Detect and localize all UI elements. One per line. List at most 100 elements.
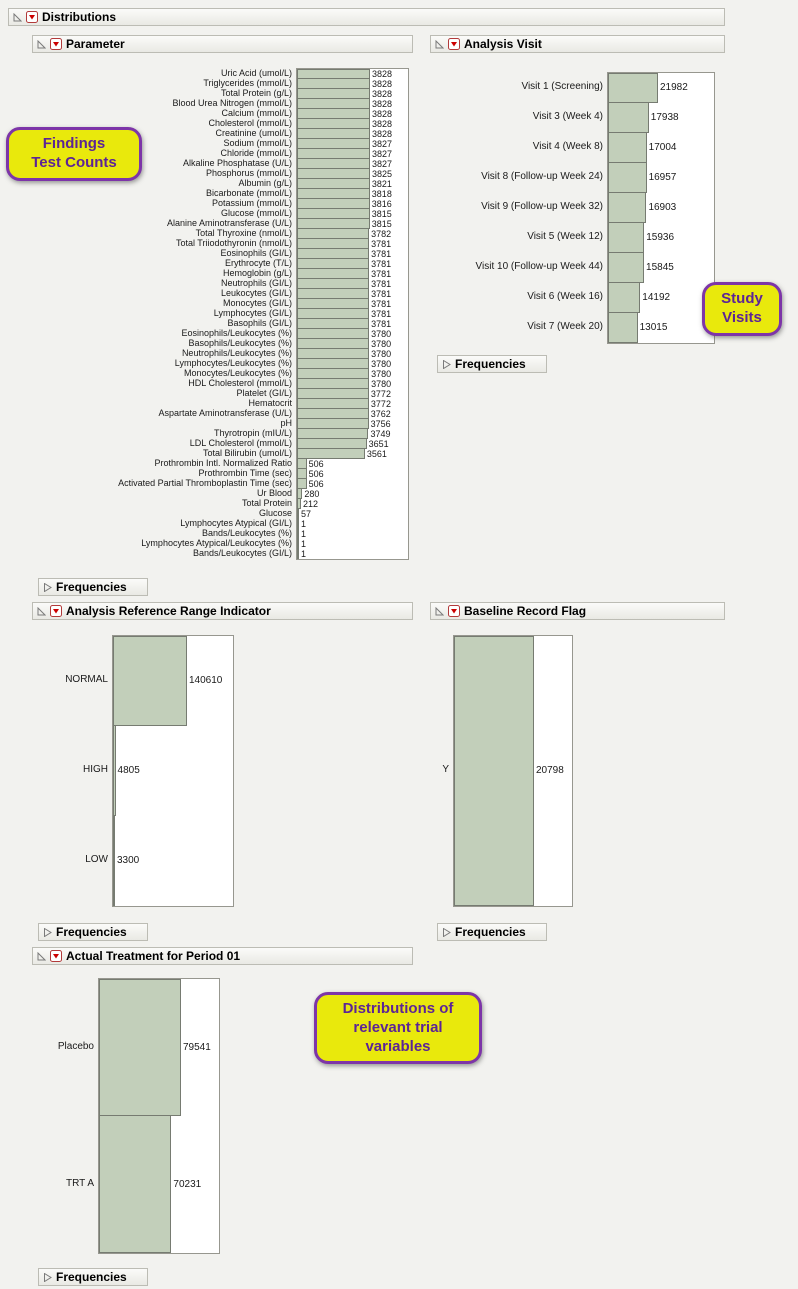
histogram-bar[interactable]	[608, 253, 645, 283]
histogram-bar[interactable]	[297, 299, 370, 309]
red-menu-button-icon[interactable]	[448, 605, 460, 617]
histogram-bar[interactable]	[608, 223, 645, 253]
histogram-bar[interactable]	[608, 193, 647, 223]
frequencies-header-anrind[interactable]: Frequencies	[38, 923, 148, 941]
histogram-bar[interactable]	[297, 109, 370, 119]
expand-triangle-icon[interactable]	[442, 927, 451, 937]
expand-triangle-icon[interactable]	[43, 927, 52, 937]
expand-triangle-icon[interactable]	[442, 359, 451, 369]
histogram-bar[interactable]	[297, 469, 307, 479]
histogram-bar[interactable]	[99, 1116, 172, 1253]
bar-count-label: 15936	[646, 232, 675, 243]
histogram-bar[interactable]	[297, 159, 370, 169]
histogram-bar[interactable]	[608, 103, 649, 133]
histogram-bar[interactable]	[297, 149, 370, 159]
histogram-bar[interactable]	[297, 69, 370, 79]
expand-triangle-icon[interactable]	[43, 582, 52, 592]
red-menu-button-icon[interactable]	[50, 38, 62, 50]
histogram-bar[interactable]	[297, 199, 370, 209]
histogram-bar[interactable]	[297, 319, 370, 329]
histogram-bar[interactable]	[297, 179, 370, 189]
histogram-bar[interactable]	[297, 219, 370, 229]
histogram-bar[interactable]	[297, 389, 369, 399]
histogram-bar[interactable]	[297, 309, 370, 319]
histogram-bar[interactable]	[297, 349, 370, 359]
frequencies-header-baseline[interactable]: Frequencies	[437, 923, 547, 941]
bar-count-label: 3815	[371, 208, 392, 219]
histogram-bar[interactable]	[297, 279, 370, 289]
histogram-bar[interactable]	[297, 239, 370, 249]
histogram-bar[interactable]	[297, 119, 370, 129]
bar-count-label: 17004	[648, 142, 677, 153]
collapse-triangle-icon[interactable]	[435, 606, 444, 616]
histogram-bar[interactable]	[297, 519, 299, 529]
frequencies-header-parameter[interactable]: Frequencies	[38, 578, 148, 596]
histogram-bar[interactable]	[297, 169, 370, 179]
histogram-bar[interactable]	[608, 163, 647, 193]
frequencies-header-analysis-visit[interactable]: Frequencies	[437, 355, 547, 373]
histogram-bar[interactable]	[297, 429, 369, 439]
histogram-bar[interactable]	[99, 979, 181, 1116]
bar-row: 3815	[297, 209, 408, 219]
histogram-bar[interactable]	[297, 259, 370, 269]
histogram-bar[interactable]	[608, 73, 658, 103]
histogram-bar[interactable]	[297, 339, 370, 349]
red-menu-button-icon[interactable]	[50, 605, 62, 617]
histogram-bar[interactable]	[608, 283, 641, 313]
histogram-bar[interactable]	[297, 459, 307, 469]
histogram-bar[interactable]	[297, 139, 370, 149]
histogram-bar[interactable]	[297, 229, 370, 239]
collapse-triangle-icon[interactable]	[37, 606, 46, 616]
expand-triangle-icon[interactable]	[43, 1272, 52, 1282]
histogram-bar[interactable]	[297, 489, 303, 499]
histogram-bar[interactable]	[297, 129, 370, 139]
histogram-bar[interactable]	[297, 329, 370, 339]
histogram-bar[interactable]	[297, 479, 307, 489]
category-label: Ur Blood	[256, 488, 292, 498]
category-label: Aspartate Aminotransferase (U/L)	[158, 408, 292, 418]
histogram-bar[interactable]	[608, 133, 647, 163]
chart-frame: 20798	[453, 635, 573, 907]
anrind-section-header[interactable]: Analysis Reference Range Indicator	[32, 602, 413, 620]
parameter-section-header[interactable]: Parameter	[32, 35, 413, 53]
baseline-section-header[interactable]: Baseline Record Flag	[430, 602, 725, 620]
histogram-bar[interactable]	[297, 269, 370, 279]
histogram-bar[interactable]	[297, 399, 369, 409]
histogram-bar[interactable]	[297, 529, 299, 539]
histogram-bar[interactable]	[297, 409, 369, 419]
histogram-bar[interactable]	[113, 816, 115, 906]
histogram-bar[interactable]	[297, 79, 370, 89]
histogram-bar[interactable]	[297, 289, 370, 299]
treatment-section-header[interactable]: Actual Treatment for Period 01	[32, 947, 413, 965]
histogram-bar[interactable]	[297, 509, 299, 519]
histogram-bar[interactable]	[608, 313, 638, 343]
frequencies-header-treatment[interactable]: Frequencies	[38, 1268, 148, 1286]
histogram-bar[interactable]	[297, 209, 370, 219]
histogram-bar[interactable]	[297, 449, 365, 459]
bar-count-label: 13015	[639, 322, 668, 333]
histogram-bar[interactable]	[297, 379, 370, 389]
collapse-triangle-icon[interactable]	[13, 12, 22, 22]
histogram-bar[interactable]	[297, 439, 367, 449]
histogram-bar[interactable]	[297, 499, 302, 509]
histogram-bar[interactable]	[297, 549, 299, 559]
collapse-triangle-icon[interactable]	[435, 39, 444, 49]
histogram-bar[interactable]	[454, 636, 534, 906]
red-menu-button-icon[interactable]	[26, 11, 38, 23]
histogram-bar[interactable]	[113, 726, 116, 816]
analysis-visit-section-header[interactable]: Analysis Visit	[430, 35, 725, 53]
histogram-bar[interactable]	[297, 369, 370, 379]
histogram-bar[interactable]	[297, 419, 369, 429]
histogram-bar[interactable]	[297, 89, 370, 99]
histogram-bar[interactable]	[297, 539, 299, 549]
histogram-bar[interactable]	[297, 359, 370, 369]
collapse-triangle-icon[interactable]	[37, 39, 46, 49]
histogram-bar[interactable]	[113, 636, 187, 726]
histogram-bar[interactable]	[297, 189, 370, 199]
histogram-bar[interactable]	[297, 249, 370, 259]
collapse-triangle-icon[interactable]	[37, 951, 46, 961]
red-menu-button-icon[interactable]	[50, 950, 62, 962]
red-menu-button-icon[interactable]	[448, 38, 460, 50]
distributions-section-header[interactable]: Distributions	[8, 8, 725, 26]
histogram-bar[interactable]	[297, 99, 370, 109]
